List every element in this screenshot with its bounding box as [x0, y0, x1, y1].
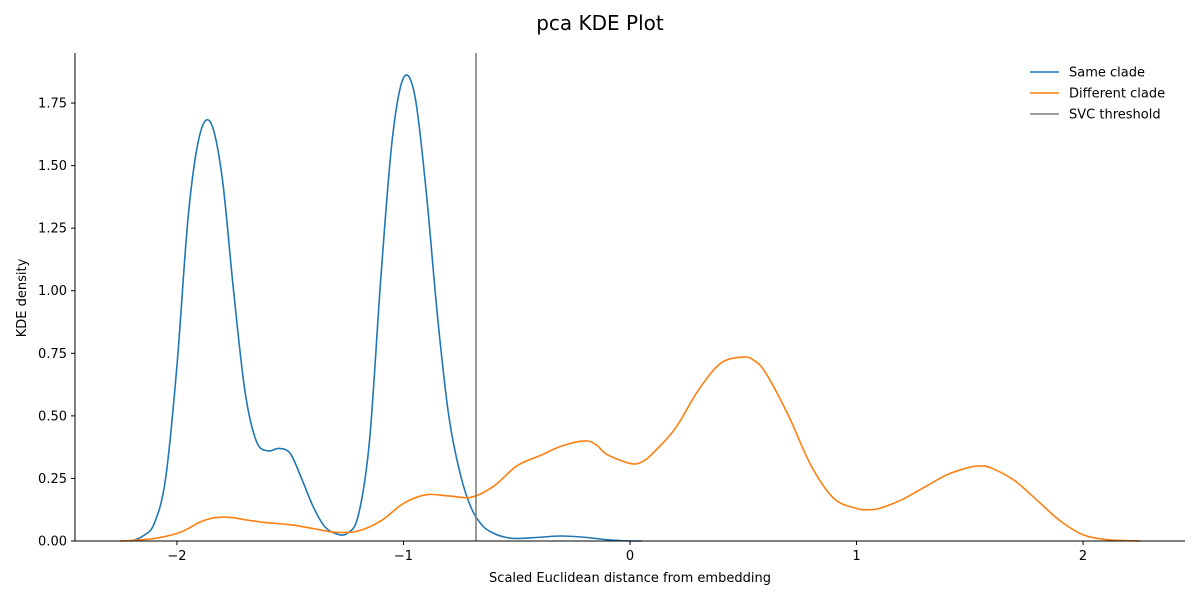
- x-tick-label: −1: [394, 549, 413, 564]
- x-tick-label: 2: [1079, 549, 1087, 564]
- axes: −2 −1 0 1 2 0.00 0.25 0.50 0.75 1.00 1.25 1.50 1.75: [38, 53, 1185, 564]
- chart-title: pca KDE Plot: [536, 11, 664, 35]
- series-line-same-clade: [130, 74, 643, 542]
- y-tick-label: 1.00: [38, 284, 67, 299]
- y-tick-label: 0.75: [38, 347, 67, 362]
- legend-label-different-clade: Different clade: [1069, 87, 1165, 102]
- y-tick-label: 0.25: [38, 472, 67, 487]
- x-tick-label: 0: [626, 549, 634, 564]
- x-tick-label: −2: [167, 549, 186, 564]
- plot-area: [119, 53, 1141, 542]
- y-axis-title: KDE density: [15, 258, 30, 337]
- legend-label-same-clade: Same clade: [1069, 66, 1145, 81]
- series-line-different-clade: [119, 356, 1141, 542]
- x-axis-title: Scaled Euclidean distance from embedding: [489, 571, 771, 586]
- y-tick-label: 1.50: [38, 159, 67, 174]
- legend-label-svc-threshold: SVC threshold: [1069, 108, 1161, 123]
- legend: Same clade Different clade SVC threshold: [1030, 66, 1165, 123]
- y-tick-label: 1.75: [38, 97, 67, 112]
- y-tick-label: 1.25: [38, 222, 67, 237]
- y-tick-label: 0.50: [38, 409, 67, 424]
- y-tick-label: 0.00: [38, 535, 67, 550]
- x-tick-label: 1: [852, 549, 860, 564]
